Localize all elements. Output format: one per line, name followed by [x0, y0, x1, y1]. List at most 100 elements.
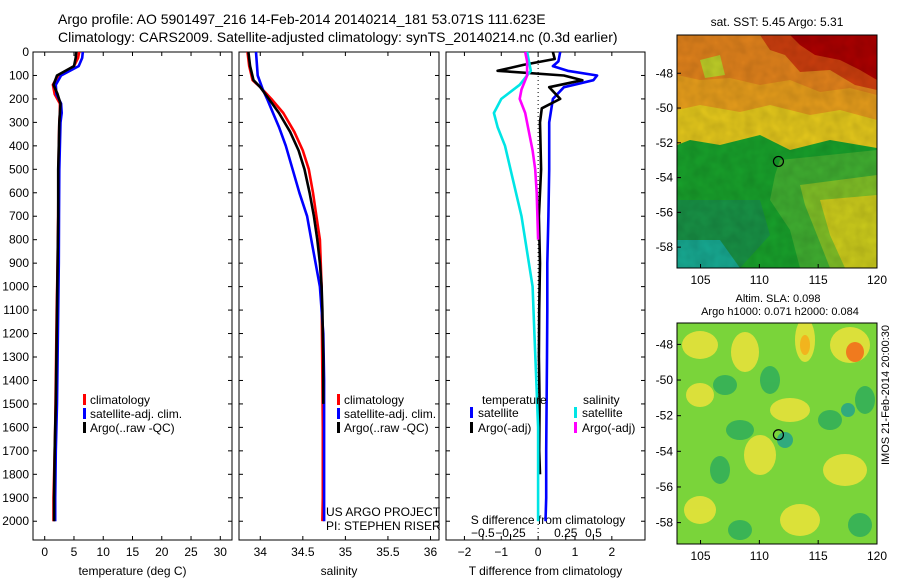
imos-date-label: IMOS 21-Feb-2014 20:00:30	[880, 325, 892, 465]
sst-axes-y-tick-label: -52	[656, 136, 674, 150]
depth-tick-label: 1300	[2, 350, 29, 364]
salinity-diff-tick-label: 0.5	[585, 526, 602, 540]
temp-x-tick-label: 25	[184, 545, 198, 559]
diff-x-tick-label: −1	[494, 545, 508, 559]
diff-legend-swatch	[470, 407, 473, 418]
diff-series-1	[496, 51, 584, 475]
sla-axes-x-tick-label: 110	[750, 549, 769, 563]
argo-float-location-marker	[772, 429, 785, 441]
diff-x-axis-label: T difference from climatology	[469, 564, 623, 578]
sla-axes-y-tick-label: -50	[656, 373, 674, 387]
sla-map: 105 110 115 120 -48 -50 -52 -54 -56 -58	[656, 322, 887, 563]
diff-legend-entry: Argo(-adj)	[478, 421, 531, 435]
temp-series-2	[52, 51, 78, 522]
temp-x-tick-label: 15	[126, 545, 140, 559]
sal-x-tick-label: 35	[339, 545, 353, 559]
depth-tick-label: 1900	[2, 491, 29, 505]
temp-legend-entry: climatology	[90, 393, 150, 407]
depth-tick-label: 500	[9, 162, 29, 176]
diff-x-tick-label: 2	[608, 545, 615, 559]
project-credit-line: PI: STEPHEN RISER	[326, 519, 441, 533]
sla-axes-y-tick-label: -58	[656, 516, 674, 530]
sal-x-tick-label: 36	[424, 545, 438, 559]
sal-legend-entry: satellite-adj. clim.	[344, 407, 436, 421]
sla-field	[677, 323, 877, 544]
temp-plot-frame	[32, 51, 233, 541]
depth-tick-label: 300	[9, 115, 29, 129]
diff-legend-entry: satellite	[582, 406, 623, 420]
depth-tick-label: 1500	[2, 397, 29, 411]
sla-axes-x-tick-label: 115	[809, 549, 828, 563]
diff-series-0	[544, 51, 599, 522]
depth-tick-label: 2000	[2, 514, 29, 528]
sal-legend-entry: climatology	[344, 393, 404, 407]
temp-x-tick-label: 5	[71, 545, 78, 559]
figure-title-line1: Argo profile: AO 5901497_216 14-Feb-2014…	[58, 11, 546, 27]
argo-float-location-marker	[772, 155, 785, 168]
depth-tick-label: 600	[9, 186, 29, 200]
sal-x-axis-label: salinity	[321, 564, 358, 578]
legend-group-salinity: salinity	[583, 393, 620, 407]
temp-legend-swatch	[83, 394, 86, 405]
salinity-diff-tick-label: 0.25	[554, 526, 578, 540]
sst-axes-y-tick-label: -58	[656, 240, 674, 254]
sla-map-title: Altim. SLA: 0.098	[736, 293, 821, 305]
sla-axes-y-tick-label: -54	[656, 444, 674, 458]
sla-axes-y-tick-label: -48	[656, 337, 674, 351]
depth-tick-label: 400	[9, 139, 29, 153]
temp-legend-entry: Argo(..raw -QC)	[90, 421, 175, 435]
sla-axes-x-tick-label: 120	[867, 549, 887, 563]
sla-axes-y-tick-label: -52	[656, 409, 674, 423]
diff-series-3	[518, 51, 540, 240]
depth-tick-label: 1200	[2, 327, 29, 341]
sal-series-2	[247, 51, 325, 404]
sst-map: 105 110 115 120 -48 -50 -52 -54 -56 -58	[656, 34, 887, 287]
diff-legend-swatch	[574, 407, 577, 418]
temp-x-tick-label: 10	[97, 545, 111, 559]
figure-title-line2: Climatology: CARS2009. Satellite-adjuste…	[58, 29, 618, 45]
sst-axes-x-tick-label: 110	[750, 273, 769, 287]
diff-legend-swatch	[574, 422, 577, 433]
temp-legend-entry: satellite-adj. clim.	[90, 407, 182, 421]
sst-axes-y-tick-label: -54	[656, 171, 674, 185]
difference-panel: −2 −1 0 1 2 T difference from climatology −0.5…	[445, 51, 646, 578]
sal-series-1	[254, 51, 326, 522]
sal-legend-swatch	[337, 408, 340, 419]
temp-legend-swatch	[83, 422, 86, 433]
depth-tick-label: 100	[9, 68, 29, 82]
diff-legend-entry: satellite	[478, 406, 519, 420]
temp-x-tick-label: 30	[214, 545, 228, 559]
depth-tick-label: 1600	[2, 420, 29, 434]
depth-tick-label: 200	[9, 92, 29, 106]
sst-map-title: sat. SST: 5.45 Argo: 5.31	[711, 15, 844, 29]
project-credit-line: US ARGO PROJECT	[326, 505, 441, 519]
diff-series-2	[492, 51, 540, 522]
depth-tick-label: 1800	[2, 467, 29, 481]
sla-map-subtitle: Argo h1000: 0.071 h2000: 0.084	[701, 306, 859, 318]
temp-legend-swatch	[83, 408, 86, 419]
sla-axes-x-tick-label: 105	[691, 549, 711, 563]
sal-x-tick-label: 35.5	[376, 545, 400, 559]
salinity-diff-tick-label: −0.25	[495, 526, 526, 540]
temperature-panel: 0100200300400500600700800900100011001200…	[2, 45, 233, 578]
sal-plot-frame	[238, 51, 440, 541]
depth-tick-label: 1100	[3, 303, 29, 317]
depth-tick-label: 700	[9, 209, 29, 223]
temp-x-tick-label: 0	[41, 545, 48, 559]
depth-tick-label: 1000	[2, 280, 29, 294]
salinity-diff-axis-label: S difference from climatology	[471, 513, 626, 527]
depth-tick-label: 1400	[2, 373, 29, 387]
salinity-diff-tick-label: −0.5	[471, 526, 495, 540]
depth-tick-label: 800	[9, 233, 29, 247]
sst-axes-y-tick-label: -48	[656, 66, 674, 80]
legend-group-temperature: temperature	[482, 393, 547, 407]
sal-legend-entry: Argo(..raw -QC)	[344, 421, 429, 435]
sst-axes-x-tick-label: 120	[867, 273, 887, 287]
depth-tick-label: 1700	[2, 444, 29, 458]
sla-axes-y-tick-label: -56	[656, 480, 674, 494]
sal-x-tick-label: 34.5	[291, 545, 315, 559]
depth-tick-label: 0	[22, 45, 29, 59]
diff-x-tick-label: 0	[535, 545, 542, 559]
sst-axes-y-tick-label: -50	[656, 101, 674, 115]
